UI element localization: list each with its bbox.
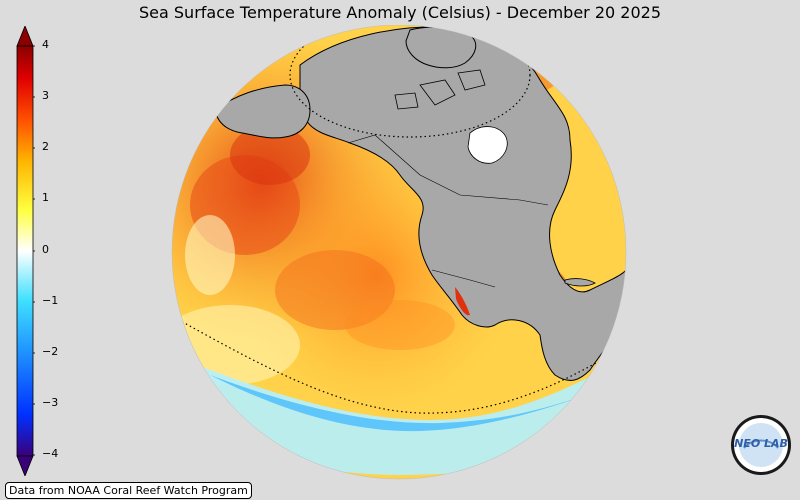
us-canada-border [347,134,549,206]
equator-line [172,314,611,414]
gulf-of-california [455,287,470,316]
colorbar-tick-label: −3 [42,396,59,409]
arctic-islands [394,69,486,110]
caribbean-islands [564,278,596,287]
logo-wordmark: NEO LAB [734,437,788,450]
globe-outline [171,25,627,480]
colorbar-tick-label: 4 [42,38,49,51]
colorbar-tick-label: 2 [42,140,49,153]
colorbar [16,26,35,476]
alaska-land [214,84,311,139]
globe-map [171,25,627,480]
cool-anomaly-band [172,355,626,475]
warm-anomaly-patch [230,125,310,185]
us-mexico-border [431,269,496,288]
colorbar-tick-label: −2 [42,345,59,358]
colorbar-tick-label: 0 [42,243,49,256]
arctic-circle [289,25,531,138]
neo-lab-logo: NEO LAB [731,415,791,475]
data-credit: Data from NOAA Coral Reef Watch Program [5,482,252,499]
colorbar-tick-label: −4 [42,447,59,460]
warm-anomaly-patch [345,300,455,350]
colorbar-bottom-arrow [16,455,34,476]
warm-anomaly-patch [275,250,395,330]
map-title: Sea Surface Temperature Anomaly (Celsius… [139,3,661,22]
colorbar-tick-label: −1 [42,294,59,307]
colorbar-top-arrow [16,26,34,47]
colorbar-tick-label: 1 [42,191,49,204]
hudson-bay [467,126,508,164]
colorbar-tick-label: 3 [42,89,49,102]
colorbar-body [16,45,34,457]
cold-anomaly-band [210,375,580,432]
north-america-land [299,26,626,381]
neutral-anomaly-area [185,215,235,295]
